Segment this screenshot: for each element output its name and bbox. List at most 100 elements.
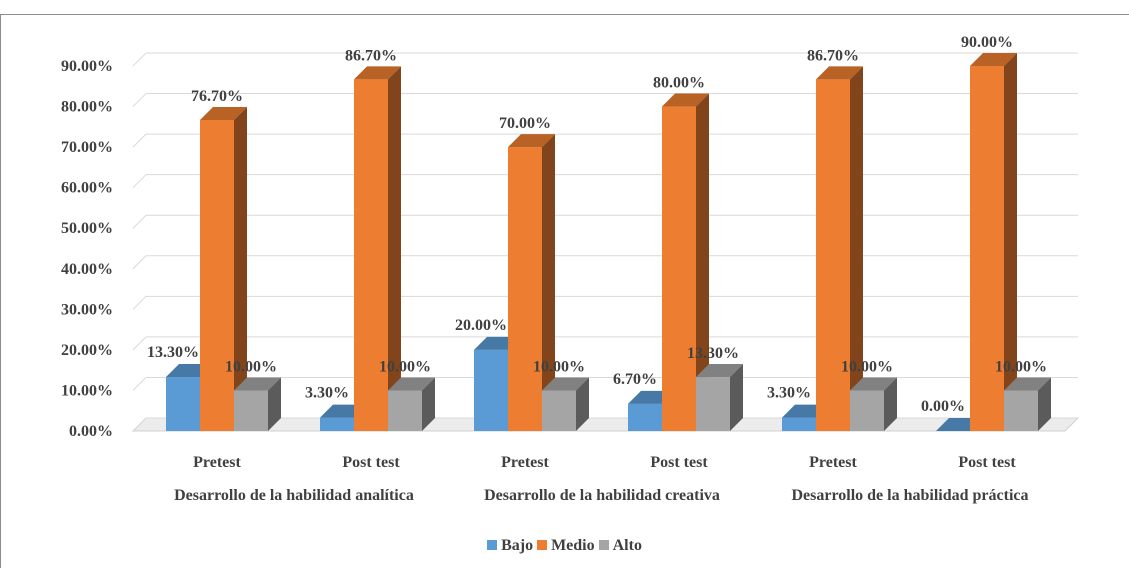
data-label: 86.70%	[807, 47, 859, 64]
legend-item-alto: Alto	[598, 537, 642, 555]
legend-label: Medio	[551, 537, 595, 554]
x-category-label: Post test	[650, 454, 708, 471]
x-group-label: Desarrollo de la habilidad práctica	[791, 487, 1028, 504]
bar-alto	[388, 390, 422, 431]
legend-swatch	[487, 540, 498, 550]
bar-medio	[508, 147, 542, 431]
gridline-side	[132, 214, 147, 229]
bar-side-medio	[234, 106, 247, 431]
bar-alto	[1004, 390, 1038, 431]
bar-medio	[816, 79, 850, 431]
legend-label: Alto	[612, 537, 642, 554]
data-label: 13.30%	[147, 344, 199, 361]
data-label: 86.70%	[345, 47, 397, 64]
legend-swatch	[537, 540, 548, 550]
data-label: 10.00%	[995, 358, 1047, 375]
bar-medio	[970, 66, 1004, 431]
bar-top-medio	[200, 106, 247, 120]
legend-label: Bajo	[501, 537, 534, 554]
bar-medio	[662, 106, 696, 432]
bar-top-medio	[508, 134, 555, 148]
data-label: 6.70%	[613, 371, 657, 388]
bar-side-alto	[268, 377, 281, 431]
bar-side-alto	[730, 364, 743, 431]
gridline-side	[132, 93, 147, 107]
bar-top-medio	[662, 93, 709, 107]
bar-top-medio	[816, 66, 863, 80]
frame-left-border	[0, 14, 1, 568]
gridline-side	[132, 295, 147, 310]
bar-side-medio	[696, 93, 709, 432]
bar-medio	[200, 119, 234, 431]
y-tick-label: 0.00%	[69, 423, 113, 440]
legend-item-bajo: Bajo	[487, 537, 533, 555]
x-group-label: Desarrollo de la habilidad analítica	[174, 487, 414, 504]
bar-bajo	[166, 377, 200, 431]
bar-top-alto	[850, 377, 897, 391]
y-tick-label: 50.00%	[61, 220, 113, 237]
gridline-side	[132, 417, 147, 432]
bar-bajo	[782, 417, 816, 431]
bar-top-alto	[388, 377, 435, 391]
gridline-side	[132, 174, 147, 189]
y-tick-label: 60.00%	[61, 180, 113, 197]
x-category-label: Pretest	[193, 454, 241, 471]
data-label: 10.00%	[841, 358, 893, 375]
frame-top-border	[0, 14, 1129, 15]
data-label: 20.00%	[455, 317, 507, 334]
bar-side-medio	[1004, 53, 1017, 431]
bar-side-alto	[884, 377, 897, 431]
data-label: 80.00%	[653, 75, 705, 92]
chart-plot: 0.00% 10.00% 20.00% 30.00% 40.00% 50.00% 60.00…	[61, 34, 1080, 504]
bar-top-alto	[1004, 377, 1051, 391]
gridline-side	[132, 52, 147, 67]
y-tick-label: 30.00%	[61, 301, 113, 318]
y-tick-label: 80.00%	[61, 99, 113, 116]
bar-bajo	[628, 403, 662, 431]
data-label: 0.00%	[921, 398, 965, 415]
bar-alto	[850, 390, 884, 431]
y-tick-label: 10.00%	[61, 382, 113, 399]
bar-top-alto	[542, 377, 589, 391]
x-category-label: Pretest	[501, 454, 549, 471]
gridline-side	[132, 255, 147, 270]
bar-bajo	[474, 349, 508, 431]
data-label: 13.30%	[687, 345, 739, 362]
y-tick-label: 20.00%	[61, 342, 113, 359]
legend-swatch	[598, 540, 609, 550]
bar-top-alto	[696, 364, 743, 378]
data-label: 3.30%	[305, 385, 349, 402]
bar-side-medio	[850, 66, 863, 431]
bar-top-alto	[234, 377, 281, 391]
bar-side-alto	[576, 377, 589, 431]
data-label: 10.00%	[225, 358, 277, 375]
y-tick-label: 90.00%	[61, 58, 113, 75]
bar-top-medio	[354, 66, 401, 80]
y-tick-label: 40.00%	[61, 261, 113, 278]
bar-side-alto	[422, 377, 435, 431]
data-label: 3.30%	[767, 385, 811, 402]
bar-alto	[234, 390, 268, 431]
gridline-side	[132, 336, 147, 351]
x-category-label: Post test	[342, 454, 400, 471]
gridline-side	[132, 377, 147, 391]
data-label: 10.00%	[533, 358, 585, 375]
bar-side-medio	[388, 66, 401, 431]
chart-legend: Bajo Medio Alto	[0, 537, 1129, 555]
bar-alto	[696, 377, 730, 431]
data-label: 90.00%	[961, 34, 1013, 51]
bar-side-alto	[1038, 377, 1051, 431]
bar-medio	[354, 79, 388, 431]
bar-top-medio	[970, 53, 1017, 66]
data-label: 10.00%	[379, 358, 431, 375]
x-category-label: Pretest	[809, 454, 857, 471]
x-group-label: Desarrollo de la habilidad creativa	[484, 487, 720, 504]
gridline-side	[132, 133, 147, 148]
data-label: 70.00%	[499, 115, 551, 132]
bar-bajo	[320, 417, 354, 431]
legend-item-medio: Medio	[537, 537, 595, 555]
bar-side-medio	[542, 134, 555, 431]
y-tick-label: 70.00%	[61, 139, 113, 156]
bar-alto	[542, 390, 576, 431]
